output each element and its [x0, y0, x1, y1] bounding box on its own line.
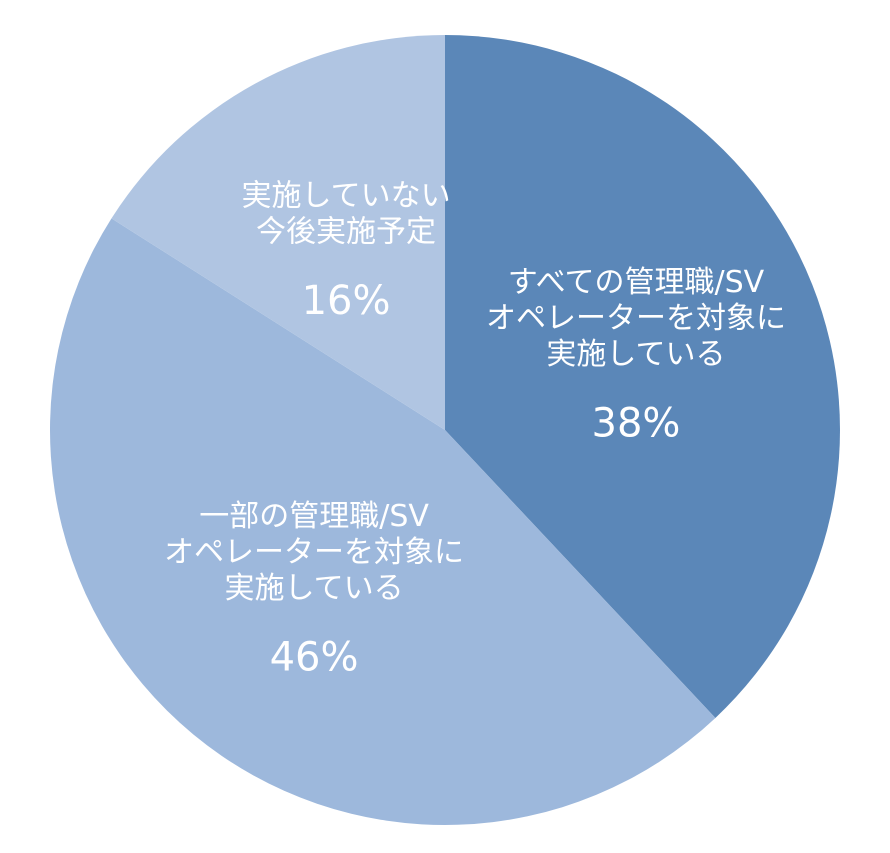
- pie-slice: [445, 35, 841, 718]
- pie-slice: [111, 34, 445, 430]
- slice-label: 実施している: [225, 571, 404, 606]
- slice-label: オペレーターを対象に: [486, 301, 786, 336]
- slice-label: 一部の管理職/SV: [199, 499, 429, 534]
- slice-label: 実施していない: [241, 179, 450, 214]
- slice-label: 今後実施予定: [256, 215, 436, 250]
- slice-label: すべての管理職/SV: [508, 265, 765, 300]
- value-label: 16%: [302, 278, 391, 324]
- slice-label: オペレーターを対象に: [164, 535, 464, 570]
- pie-slice: [49, 218, 716, 826]
- value-label: 46%: [270, 634, 359, 680]
- slice-label: 実施している: [546, 337, 725, 372]
- value-label: 38%: [592, 400, 681, 446]
